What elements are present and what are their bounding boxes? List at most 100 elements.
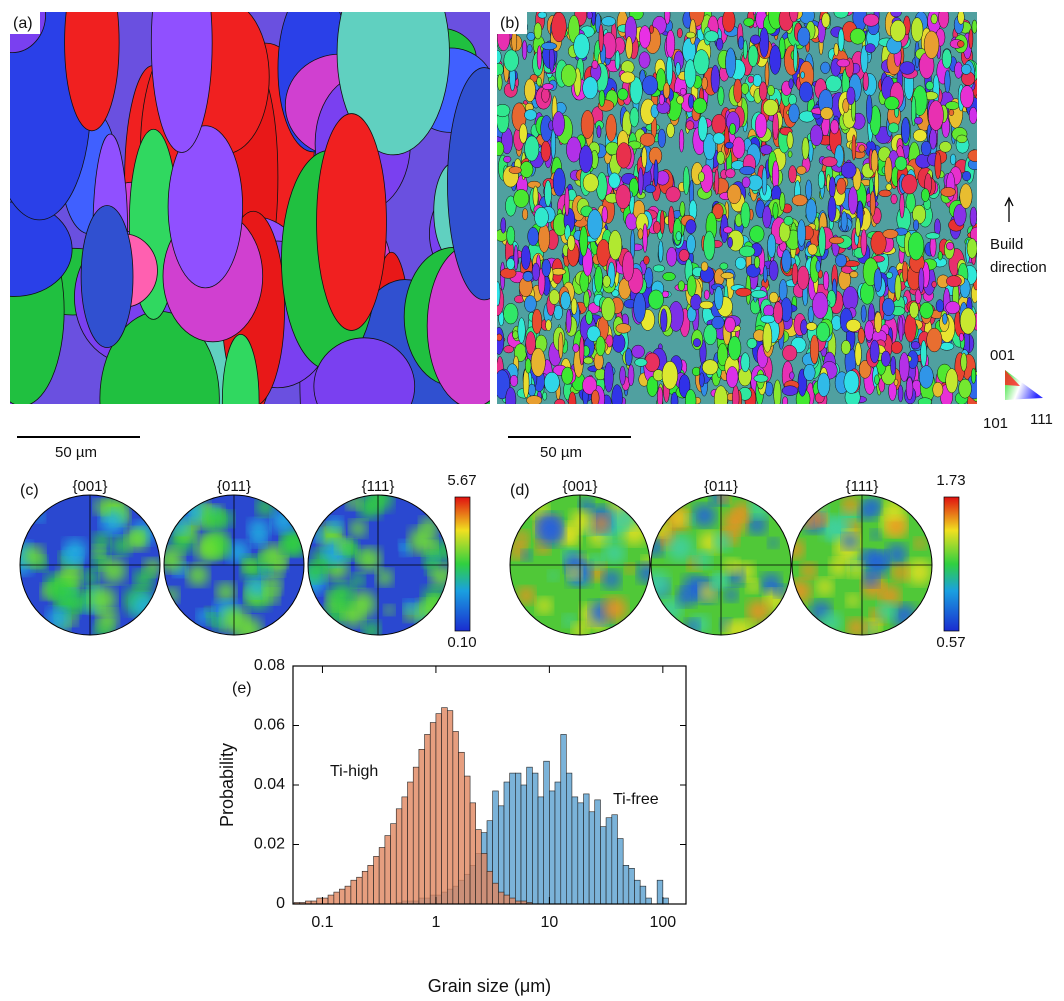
panel-label: (b) [500,15,520,32]
grain [586,311,593,325]
bar [402,797,408,904]
grain [666,247,676,266]
grain [806,180,812,200]
grain [961,353,967,371]
grain [725,317,736,332]
grain [680,88,686,95]
bar [584,794,590,904]
grain [726,366,738,387]
bar [640,886,646,904]
grain [692,367,700,376]
pole-spot [276,556,288,568]
pole-spot [748,498,769,519]
pole-spot [892,604,916,628]
grain [926,233,940,239]
grain [744,18,754,26]
grain [720,263,728,270]
grain [583,357,593,364]
grain [763,265,767,282]
grain [666,30,675,57]
bar [578,803,584,904]
grain [946,102,960,110]
grain [821,62,831,74]
figure: (a) (b) 50 µm 50 µm Build direction 001 … [0,0,1064,1001]
grain [222,334,259,468]
y-axis-label: Probability [217,743,237,827]
grain [875,170,879,197]
grain [660,210,664,234]
pole-spot [694,550,712,568]
grain [921,189,929,202]
grain [924,31,939,59]
pole-spot [666,534,694,562]
grain [509,167,522,174]
grain [555,399,566,409]
grain [802,137,809,159]
bar [396,809,402,904]
grain [949,110,954,116]
pole-spot [821,612,842,633]
grain [534,23,542,39]
bar [334,892,340,904]
grain [933,382,943,397]
grain [968,150,983,162]
grain [597,125,601,137]
grain [921,141,931,156]
grain [946,276,961,287]
grain [525,358,531,373]
grain [596,336,605,356]
bar [498,892,504,904]
grain [602,206,608,222]
grain [784,216,793,225]
pole-spot [399,540,410,551]
grain [822,157,837,167]
grain [942,49,951,68]
grain [754,375,768,383]
y-tick-label: 0.02 [254,836,285,853]
grain [945,70,951,93]
pole-spot [94,499,109,514]
grain [902,261,907,282]
grain [961,64,971,74]
grain [527,44,532,52]
pole-spot [183,502,205,524]
grain [506,258,514,269]
grain [567,235,575,251]
grain [902,174,918,194]
grain [687,234,696,253]
grain [494,142,504,156]
grain [558,332,563,359]
grain [754,256,759,268]
grain [566,309,571,333]
bar [606,818,612,904]
grain [789,166,797,183]
grain [532,309,542,334]
grain [891,341,902,353]
grain [538,12,547,18]
pole-spot [195,536,220,561]
grain [797,220,805,247]
grain [591,390,599,406]
grain [900,193,905,218]
grain [741,83,749,94]
grain [957,135,968,143]
ebsd-map-a [0,0,521,500]
pole-spot [713,533,732,552]
y-tick-label: 0.06 [254,717,285,734]
pole-spot [846,594,859,607]
pole-spot [677,587,696,606]
bar [487,871,493,904]
grain [750,35,760,44]
grain [642,76,657,95]
grain [561,65,576,87]
colorbar-min: 0.57 [936,634,965,651]
pole-spot [671,510,687,526]
grain [830,120,838,134]
pole-spot [50,580,74,604]
grain [789,104,800,123]
grain [817,373,829,397]
grain [553,168,565,196]
grain [787,132,793,149]
grain [970,207,977,226]
grain [504,346,514,353]
